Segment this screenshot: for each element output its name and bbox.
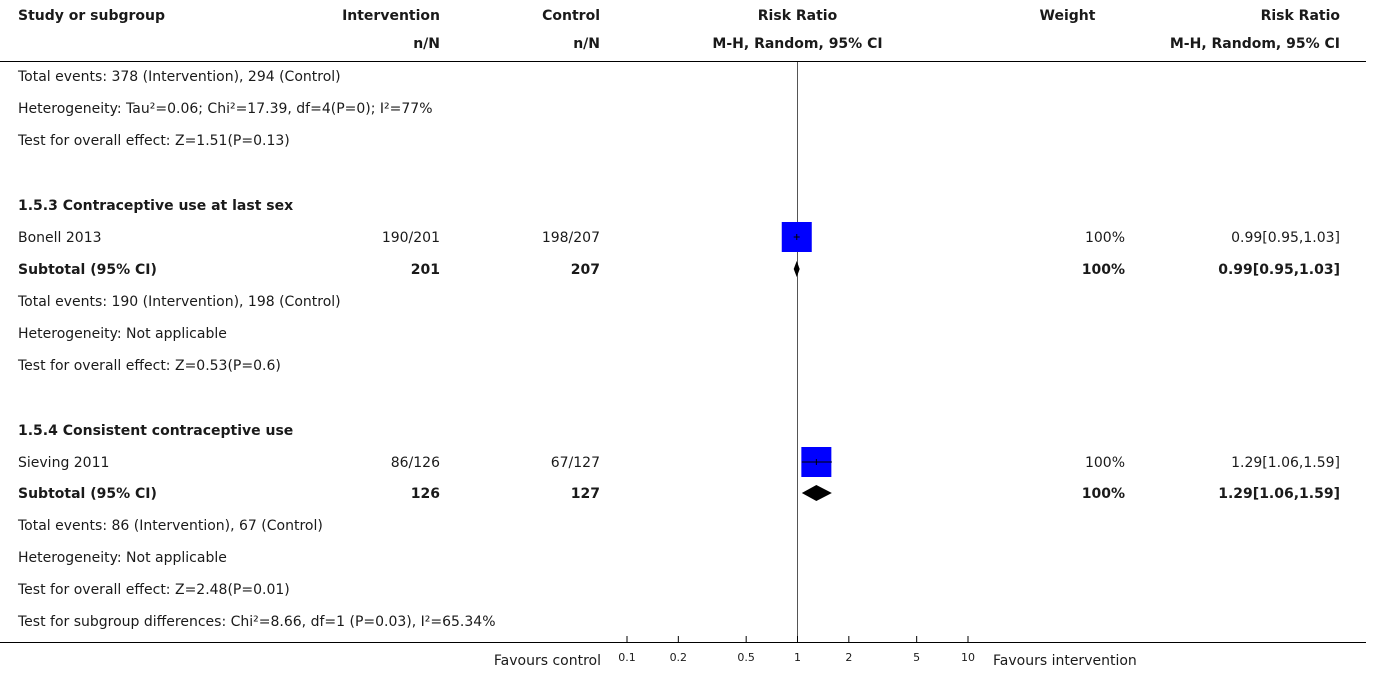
subtotal-risk-ratio: 0.99[0.95,1.03] (1218, 262, 1340, 278)
subtotal-weight: 100% (1081, 262, 1125, 278)
heterogeneity-text: Heterogeneity: Not applicable (18, 550, 227, 566)
study-intervention: 86/126 (390, 455, 440, 471)
overall-effect-text: Test for overall effect: Z=0.53(P=0.6) (18, 358, 281, 374)
subtotal-diamond (801, 485, 832, 501)
subtotal-diamond (793, 261, 800, 277)
subtotal-intervention: 201 (410, 262, 440, 278)
study-risk-ratio: 1.29[1.06,1.59] (1231, 455, 1340, 471)
axis-tick-label: 10 (961, 651, 975, 664)
study-risk-ratio: 0.99[0.95,1.03] (1231, 230, 1340, 246)
study-intervention: 190/201 (381, 230, 440, 246)
header-control: Control (542, 8, 600, 24)
header-intervention-sub: n/N (413, 36, 440, 52)
axis-tick-label: 0.1 (618, 651, 636, 664)
study-control: 198/207 (541, 230, 600, 246)
header-study: Study or subgroup (18, 8, 166, 24)
header-risk-ratio-sub: M-H, Random, 95% CI (712, 36, 883, 52)
study-name: Bonell 2013 (18, 230, 102, 246)
heterogeneity-text: Heterogeneity: Tau²=0.06; Chi²=17.39, df… (18, 101, 433, 117)
heterogeneity-text: Heterogeneity: Not applicable (18, 326, 227, 342)
subtotal-weight: 100% (1081, 486, 1125, 502)
subtotal-label: Subtotal (95% CI) (18, 262, 157, 278)
favours-control-label: Favours control (493, 653, 601, 669)
header-risk-ratio-2-sub: M-H, Random, 95% CI (1169, 36, 1340, 52)
study-weight: 100% (1084, 230, 1125, 246)
subtotal-risk-ratio: 1.29[1.06,1.59] (1218, 486, 1340, 502)
overall-effect-text: Test for overall effect: Z=2.48(P=0.01) (18, 582, 290, 598)
axis-tick-label: 2 (845, 651, 852, 664)
subtotal-control: 127 (570, 486, 600, 502)
group-title: 1.5.4 Consistent contraceptive use (18, 423, 294, 439)
subtotal-intervention: 126 (410, 486, 440, 502)
axis-tick-label: 0.5 (737, 651, 755, 664)
study-weight: 100% (1084, 455, 1125, 471)
total-events-text: Total events: 378 (Intervention), 294 (C… (18, 69, 341, 85)
header-weight: Weight (1039, 8, 1096, 24)
subtotal-control: 207 (570, 262, 600, 278)
header-control-sub: n/N (573, 36, 600, 52)
favours-intervention-label: Favours intervention (993, 653, 1137, 669)
header-intervention: Intervention (342, 8, 440, 24)
footer-rule (0, 642, 1366, 643)
axis-tick-label: 5 (913, 651, 920, 664)
study-name: Sieving 2011 (18, 455, 110, 471)
header-risk-ratio-2: Risk Ratio (1260, 8, 1340, 24)
total-events-text: Total events: 190 (Intervention), 198 (C… (18, 294, 341, 310)
group-title: 1.5.3 Contraceptive use at last sex (18, 198, 294, 214)
header-rule (0, 61, 1366, 62)
study-control: 67/127 (550, 455, 600, 471)
subtotal-label: Subtotal (95% CI) (18, 486, 157, 502)
axis-tick-label: 0.2 (670, 651, 688, 664)
overall-effect-text: Test for overall effect: Z=1.51(P=0.13) (18, 133, 290, 149)
subgroup-differences-text: Test for subgroup differences: Chi²=8.66… (18, 614, 496, 630)
total-events-text: Total events: 86 (Intervention), 67 (Con… (18, 518, 323, 534)
axis-tick-label: 1 (794, 651, 801, 664)
header-risk-ratio: Risk Ratio (757, 8, 838, 24)
